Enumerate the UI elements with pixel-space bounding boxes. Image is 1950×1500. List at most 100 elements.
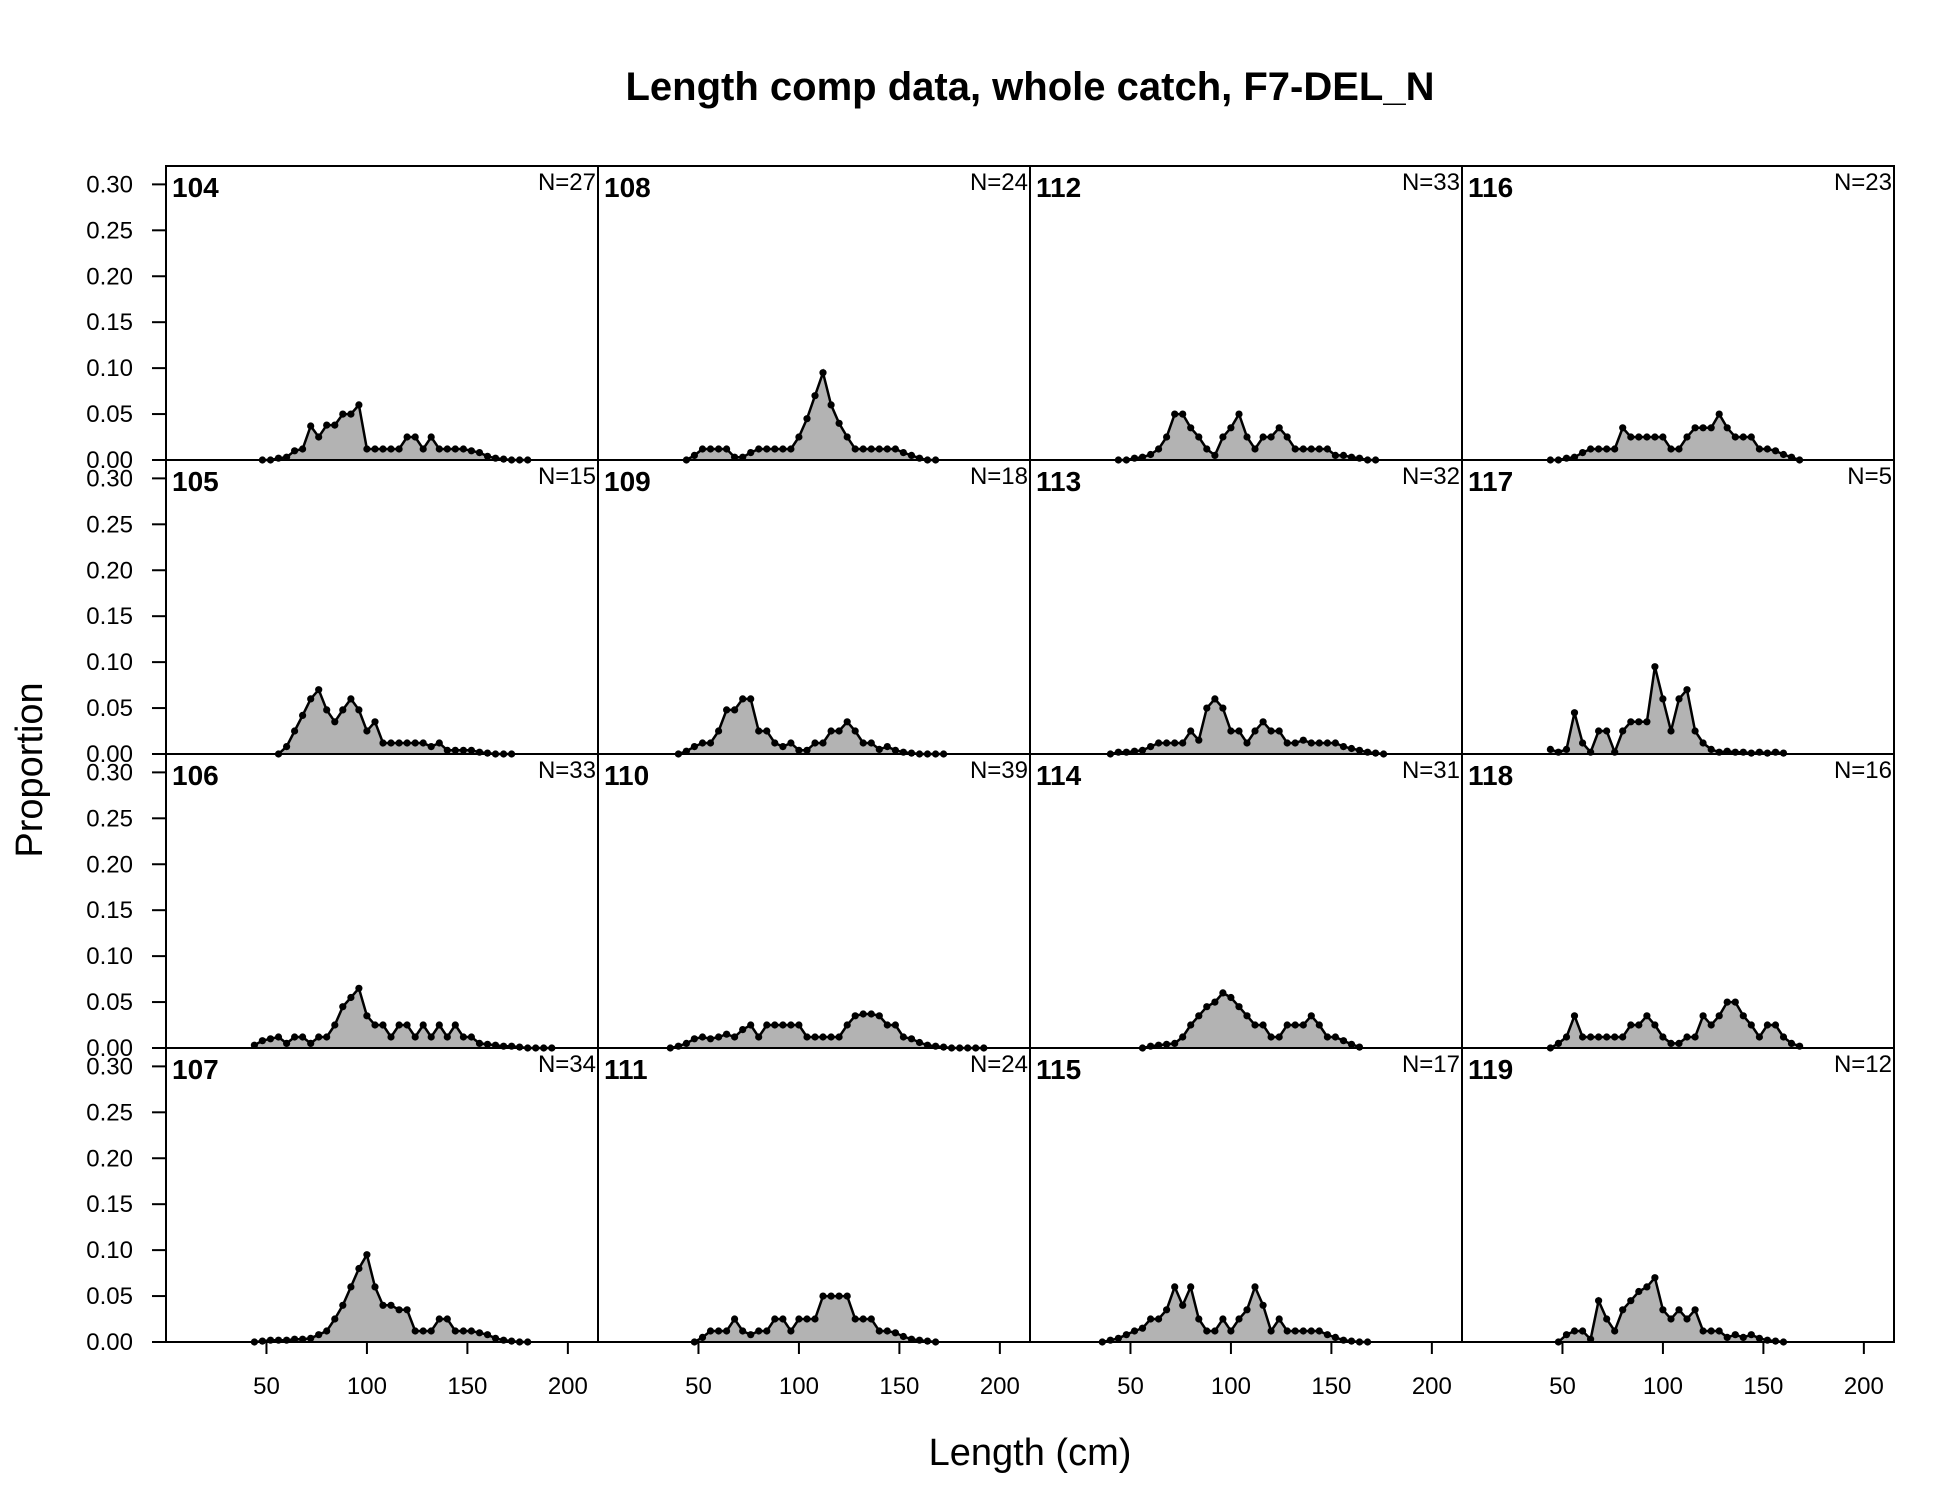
- data-point: [315, 686, 323, 694]
- x-tick-label: 50: [253, 1373, 280, 1400]
- data-point: [266, 1035, 275, 1043]
- data-point: [1299, 1021, 1307, 1029]
- data-point: [1715, 1012, 1723, 1020]
- data-point: [1179, 410, 1187, 418]
- data-point: [1331, 451, 1339, 459]
- y-tick-label: 0.20: [86, 557, 133, 584]
- panel-grid: 104 N=27 0.00 0.05 0.10 0.15 0.20 0.25 0.30 105 N=…: [86, 165, 1895, 1400]
- data-point: [1163, 1306, 1171, 1314]
- data-point: [339, 1003, 347, 1011]
- data-point: [1163, 433, 1171, 441]
- y-tick-label: 0.10: [86, 649, 133, 676]
- data-point: [1283, 1327, 1291, 1335]
- y-tick-label: 0.15: [86, 603, 133, 630]
- data-point: [1562, 745, 1571, 754]
- data-point: [859, 1315, 867, 1323]
- panel-117: 117 N=5: [1461, 459, 1895, 757]
- data-point: [1243, 1012, 1251, 1020]
- data-point: [843, 1292, 851, 1300]
- data-point: [443, 746, 451, 754]
- data-point: [803, 746, 811, 754]
- data-point: [1155, 739, 1163, 747]
- data-point: [779, 1315, 787, 1323]
- data-point: [1627, 1297, 1635, 1305]
- data-point: [1331, 1333, 1339, 1341]
- data-point: [771, 445, 779, 453]
- data-point: [1619, 727, 1627, 735]
- data-point: [1651, 1274, 1659, 1282]
- data-point: [1259, 433, 1267, 441]
- data-point: [1691, 1033, 1699, 1041]
- data-point: [1627, 1021, 1635, 1029]
- data-point: [315, 433, 323, 441]
- data-point: [1195, 736, 1203, 744]
- data-point: [355, 401, 363, 409]
- data-point: [1195, 433, 1203, 441]
- data-point: [1347, 1040, 1356, 1048]
- data-point: [363, 727, 371, 735]
- data-point: [1243, 739, 1251, 747]
- data-point: [819, 1292, 827, 1300]
- data-point: [763, 445, 771, 453]
- data-point: [723, 1327, 731, 1335]
- data-point: [1675, 695, 1683, 703]
- data-point: [411, 739, 419, 747]
- data-point: [682, 1039, 691, 1047]
- data-point: [787, 1327, 795, 1335]
- data-point: [755, 1327, 763, 1335]
- data-point: [811, 1315, 819, 1323]
- data-point: [1667, 727, 1675, 735]
- data-point: [1323, 739, 1331, 747]
- data-point: [467, 1033, 475, 1041]
- data-point: [1315, 1327, 1323, 1335]
- data-point: [1707, 424, 1715, 432]
- data-point: [795, 433, 803, 441]
- data-point: [459, 1033, 467, 1041]
- data-point: [1299, 736, 1307, 744]
- data-point: [715, 1033, 723, 1041]
- data-point: [1619, 1306, 1627, 1314]
- panel-frame: [597, 753, 1031, 1049]
- data-point: [1299, 445, 1307, 453]
- data-point: [811, 739, 819, 747]
- data-point: [706, 445, 715, 453]
- y-tick-label: 0.15: [86, 897, 133, 924]
- data-point: [1651, 663, 1659, 671]
- data-point: [1187, 1021, 1195, 1029]
- data-point: [1635, 433, 1643, 441]
- data-point: [771, 1315, 779, 1323]
- data-point: [467, 746, 475, 754]
- data-point: [1187, 1283, 1195, 1291]
- data-point: [1691, 727, 1699, 735]
- data-point: [1307, 739, 1315, 747]
- data-point: [1643, 718, 1651, 726]
- data-point: [827, 1292, 835, 1300]
- data-point: [371, 445, 379, 453]
- data-point: [1243, 433, 1251, 441]
- data-point: [1235, 1003, 1243, 1011]
- data-point: [899, 449, 908, 457]
- data-point: [379, 445, 387, 453]
- data-point: [291, 447, 299, 455]
- data-point: [851, 727, 859, 735]
- data-point: [307, 695, 315, 703]
- data-point: [1179, 1033, 1187, 1041]
- y-tick-label: 0.20: [86, 1145, 133, 1172]
- data-point: [899, 1033, 908, 1041]
- data-point: [459, 1327, 467, 1335]
- panel-frame: [597, 459, 1031, 755]
- data-point: [1763, 1021, 1771, 1029]
- panel-108: 108 N=24: [597, 165, 1031, 464]
- data-point: [1755, 1033, 1763, 1041]
- data-point: [795, 1315, 803, 1323]
- series-line: [1102, 1283, 1368, 1344]
- data-point: [419, 1021, 427, 1029]
- data-point: [1307, 1327, 1315, 1335]
- data-point: [1667, 1039, 1675, 1047]
- data-point: [483, 1040, 492, 1048]
- sample-size-label: N=24: [970, 1051, 1028, 1078]
- data-point: [1283, 433, 1291, 441]
- y-tick-label: 0.25: [86, 217, 133, 244]
- data-point: [1147, 1315, 1155, 1323]
- data-point: [1235, 410, 1243, 418]
